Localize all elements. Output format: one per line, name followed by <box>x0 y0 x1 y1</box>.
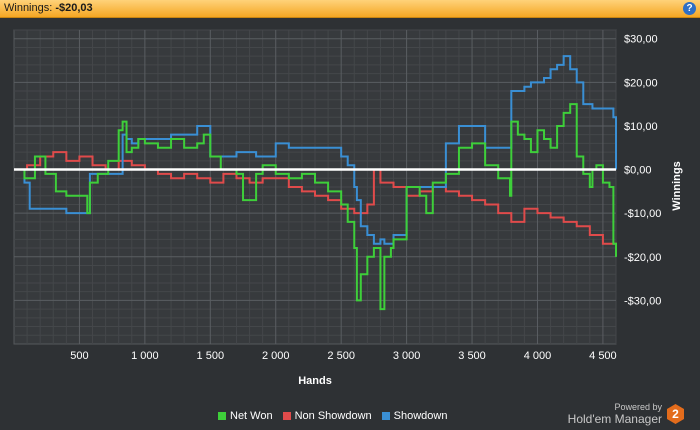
x-tick-label: 2 500 <box>327 350 355 362</box>
y-tick-labels: $30,00 $20,00 $10,00 $0,00 -$10,00 -$20,00 -$3… <box>624 34 661 308</box>
y-tick-label: $20,00 <box>624 77 658 89</box>
legend-swatch-net-won <box>218 412 226 420</box>
x-axis-label: Hands <box>298 375 332 387</box>
series-line-net-won <box>14 103 617 311</box>
x-tick-label: 3 000 <box>393 350 421 362</box>
legend-item-showdown[interactable]: Showdown <box>381 410 448 422</box>
x-tick-label: 1 500 <box>197 350 225 362</box>
help-icon[interactable]: ? <box>683 2 696 15</box>
y-tick-label: $10,00 <box>624 121 658 133</box>
x-tick-label: 4 000 <box>524 350 552 362</box>
hm2-logo-icon: 2 <box>667 404 684 424</box>
powered-by-text: Powered by <box>614 402 662 412</box>
x-tick-labels: 500 1 000 1 500 2 000 2 500 3 000 3 500 4 000 4 … <box>70 350 616 362</box>
y-tick-label: -$30,00 <box>624 295 661 307</box>
legend-swatch-showdown <box>381 412 390 420</box>
product-name: Hold'em Manager <box>567 412 662 426</box>
legend: Net Won Non Showdown Showdown <box>218 410 447 422</box>
y-tick-label: -$20,00 <box>624 252 661 264</box>
series-lines <box>14 55 617 311</box>
x-tick-label: 4 500 <box>589 350 617 362</box>
x-tick-label: 2 000 <box>262 350 290 362</box>
legend-swatch-non-showdown <box>282 412 291 420</box>
powered-by: Powered by Hold'em Manager <box>568 402 662 426</box>
legend-item-non-showdown[interactable]: Non Showdown <box>282 410 372 422</box>
grid <box>13 29 617 345</box>
title-bar: Winnings: -$20,03 ? <box>0 0 700 18</box>
x-tick-label: 1 000 <box>131 350 159 362</box>
legend-label-non-showdown: Non Showdown <box>294 410 372 422</box>
legend-item-net-won[interactable]: Net Won <box>218 410 273 422</box>
legend-label-net-won: Net Won <box>230 410 273 422</box>
series-line-non-showdown <box>14 151 617 253</box>
x-tick-label: 500 <box>70 350 88 362</box>
legend-label-showdown: Showdown <box>393 410 448 422</box>
y-tick-label: $30,00 <box>624 34 658 46</box>
winnings-value: -$20,03 <box>55 2 93 14</box>
winnings-title: Winnings: -$20,03 <box>4 2 93 14</box>
y-tick-label: $0,00 <box>624 165 652 177</box>
x-tick-label: 3 500 <box>458 350 486 362</box>
y-tick-label: -$10,00 <box>624 208 661 220</box>
y-axis-label: Winnings <box>671 161 683 210</box>
